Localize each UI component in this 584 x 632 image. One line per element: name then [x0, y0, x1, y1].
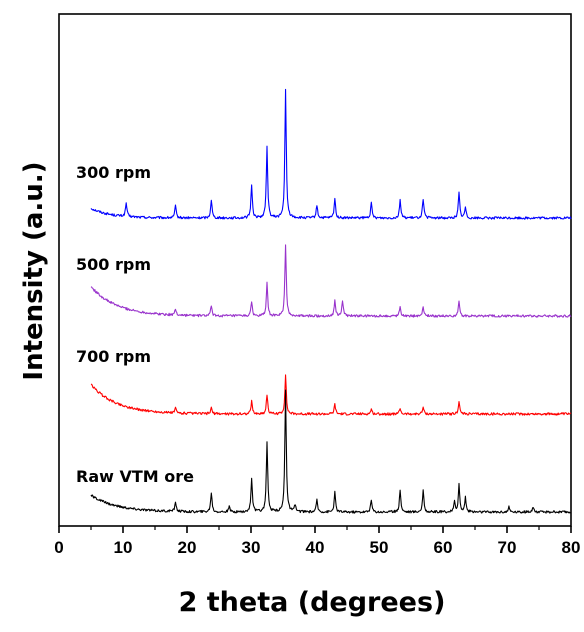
x-axis-ticks: 0 10 20 30 40 50 60 70 80 [54, 526, 580, 557]
series-line [90, 374, 572, 416]
x-tick-label: 20 [178, 538, 197, 557]
series-label: 700 rpm [76, 347, 151, 366]
x-tick-label: 10 [114, 538, 133, 557]
series-label: 500 rpm [76, 255, 151, 274]
x-tick-label: 30 [242, 538, 261, 557]
series-line [90, 88, 572, 220]
x-tick-label: 60 [434, 538, 453, 557]
y-axis-title: Intensity (a.u.) [19, 161, 49, 380]
series-label: Raw VTM ore [76, 467, 194, 486]
series-line [90, 244, 572, 318]
x-tick-label: 70 [498, 538, 517, 557]
x-tick-label: 40 [306, 538, 325, 557]
x-tick-label: 50 [370, 538, 389, 557]
x-tick-label: 0 [54, 538, 63, 557]
series-labels: 300 rpm 500 rpm 700 rpm Raw VTM ore [76, 163, 194, 486]
x-tick-label: 80 [562, 538, 581, 557]
series-label: 300 rpm [76, 163, 151, 182]
series-line [90, 389, 572, 514]
x-axis-title: 2 theta (degrees) [179, 587, 446, 618]
series-lines [90, 88, 572, 514]
